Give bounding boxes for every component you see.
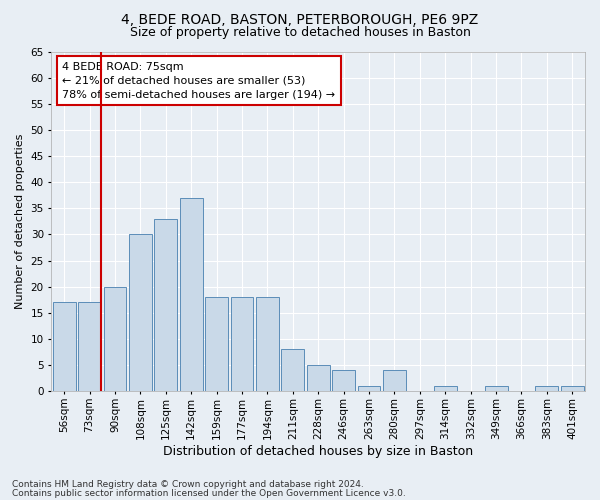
Text: Contains public sector information licensed under the Open Government Licence v3: Contains public sector information licen… (12, 489, 406, 498)
Bar (53, 302, 76, 392)
Bar (434, 386, 457, 392)
Bar (129, 234, 152, 392)
Bar (205, 297, 228, 392)
Bar (383, 370, 406, 392)
Bar (104, 286, 127, 392)
Bar (307, 365, 329, 392)
Bar (230, 297, 253, 392)
Bar (535, 386, 559, 392)
Bar (561, 386, 584, 392)
X-axis label: Distribution of detached houses by size in Baston: Distribution of detached houses by size … (163, 444, 473, 458)
Bar (485, 386, 508, 392)
Text: 4, BEDE ROAD, BASTON, PETERBOROUGH, PE6 9PZ: 4, BEDE ROAD, BASTON, PETERBOROUGH, PE6 … (121, 12, 479, 26)
Text: 4 BEDE ROAD: 75sqm
← 21% of detached houses are smaller (53)
78% of semi-detache: 4 BEDE ROAD: 75sqm ← 21% of detached hou… (62, 62, 335, 100)
Bar (358, 386, 380, 392)
Bar (78, 302, 101, 392)
Bar (154, 219, 177, 392)
Bar (332, 370, 355, 392)
Text: Contains HM Land Registry data © Crown copyright and database right 2024.: Contains HM Land Registry data © Crown c… (12, 480, 364, 489)
Bar (256, 297, 279, 392)
Y-axis label: Number of detached properties: Number of detached properties (15, 134, 25, 309)
Bar (281, 350, 304, 392)
Bar (180, 198, 203, 392)
Text: Size of property relative to detached houses in Baston: Size of property relative to detached ho… (130, 26, 470, 39)
